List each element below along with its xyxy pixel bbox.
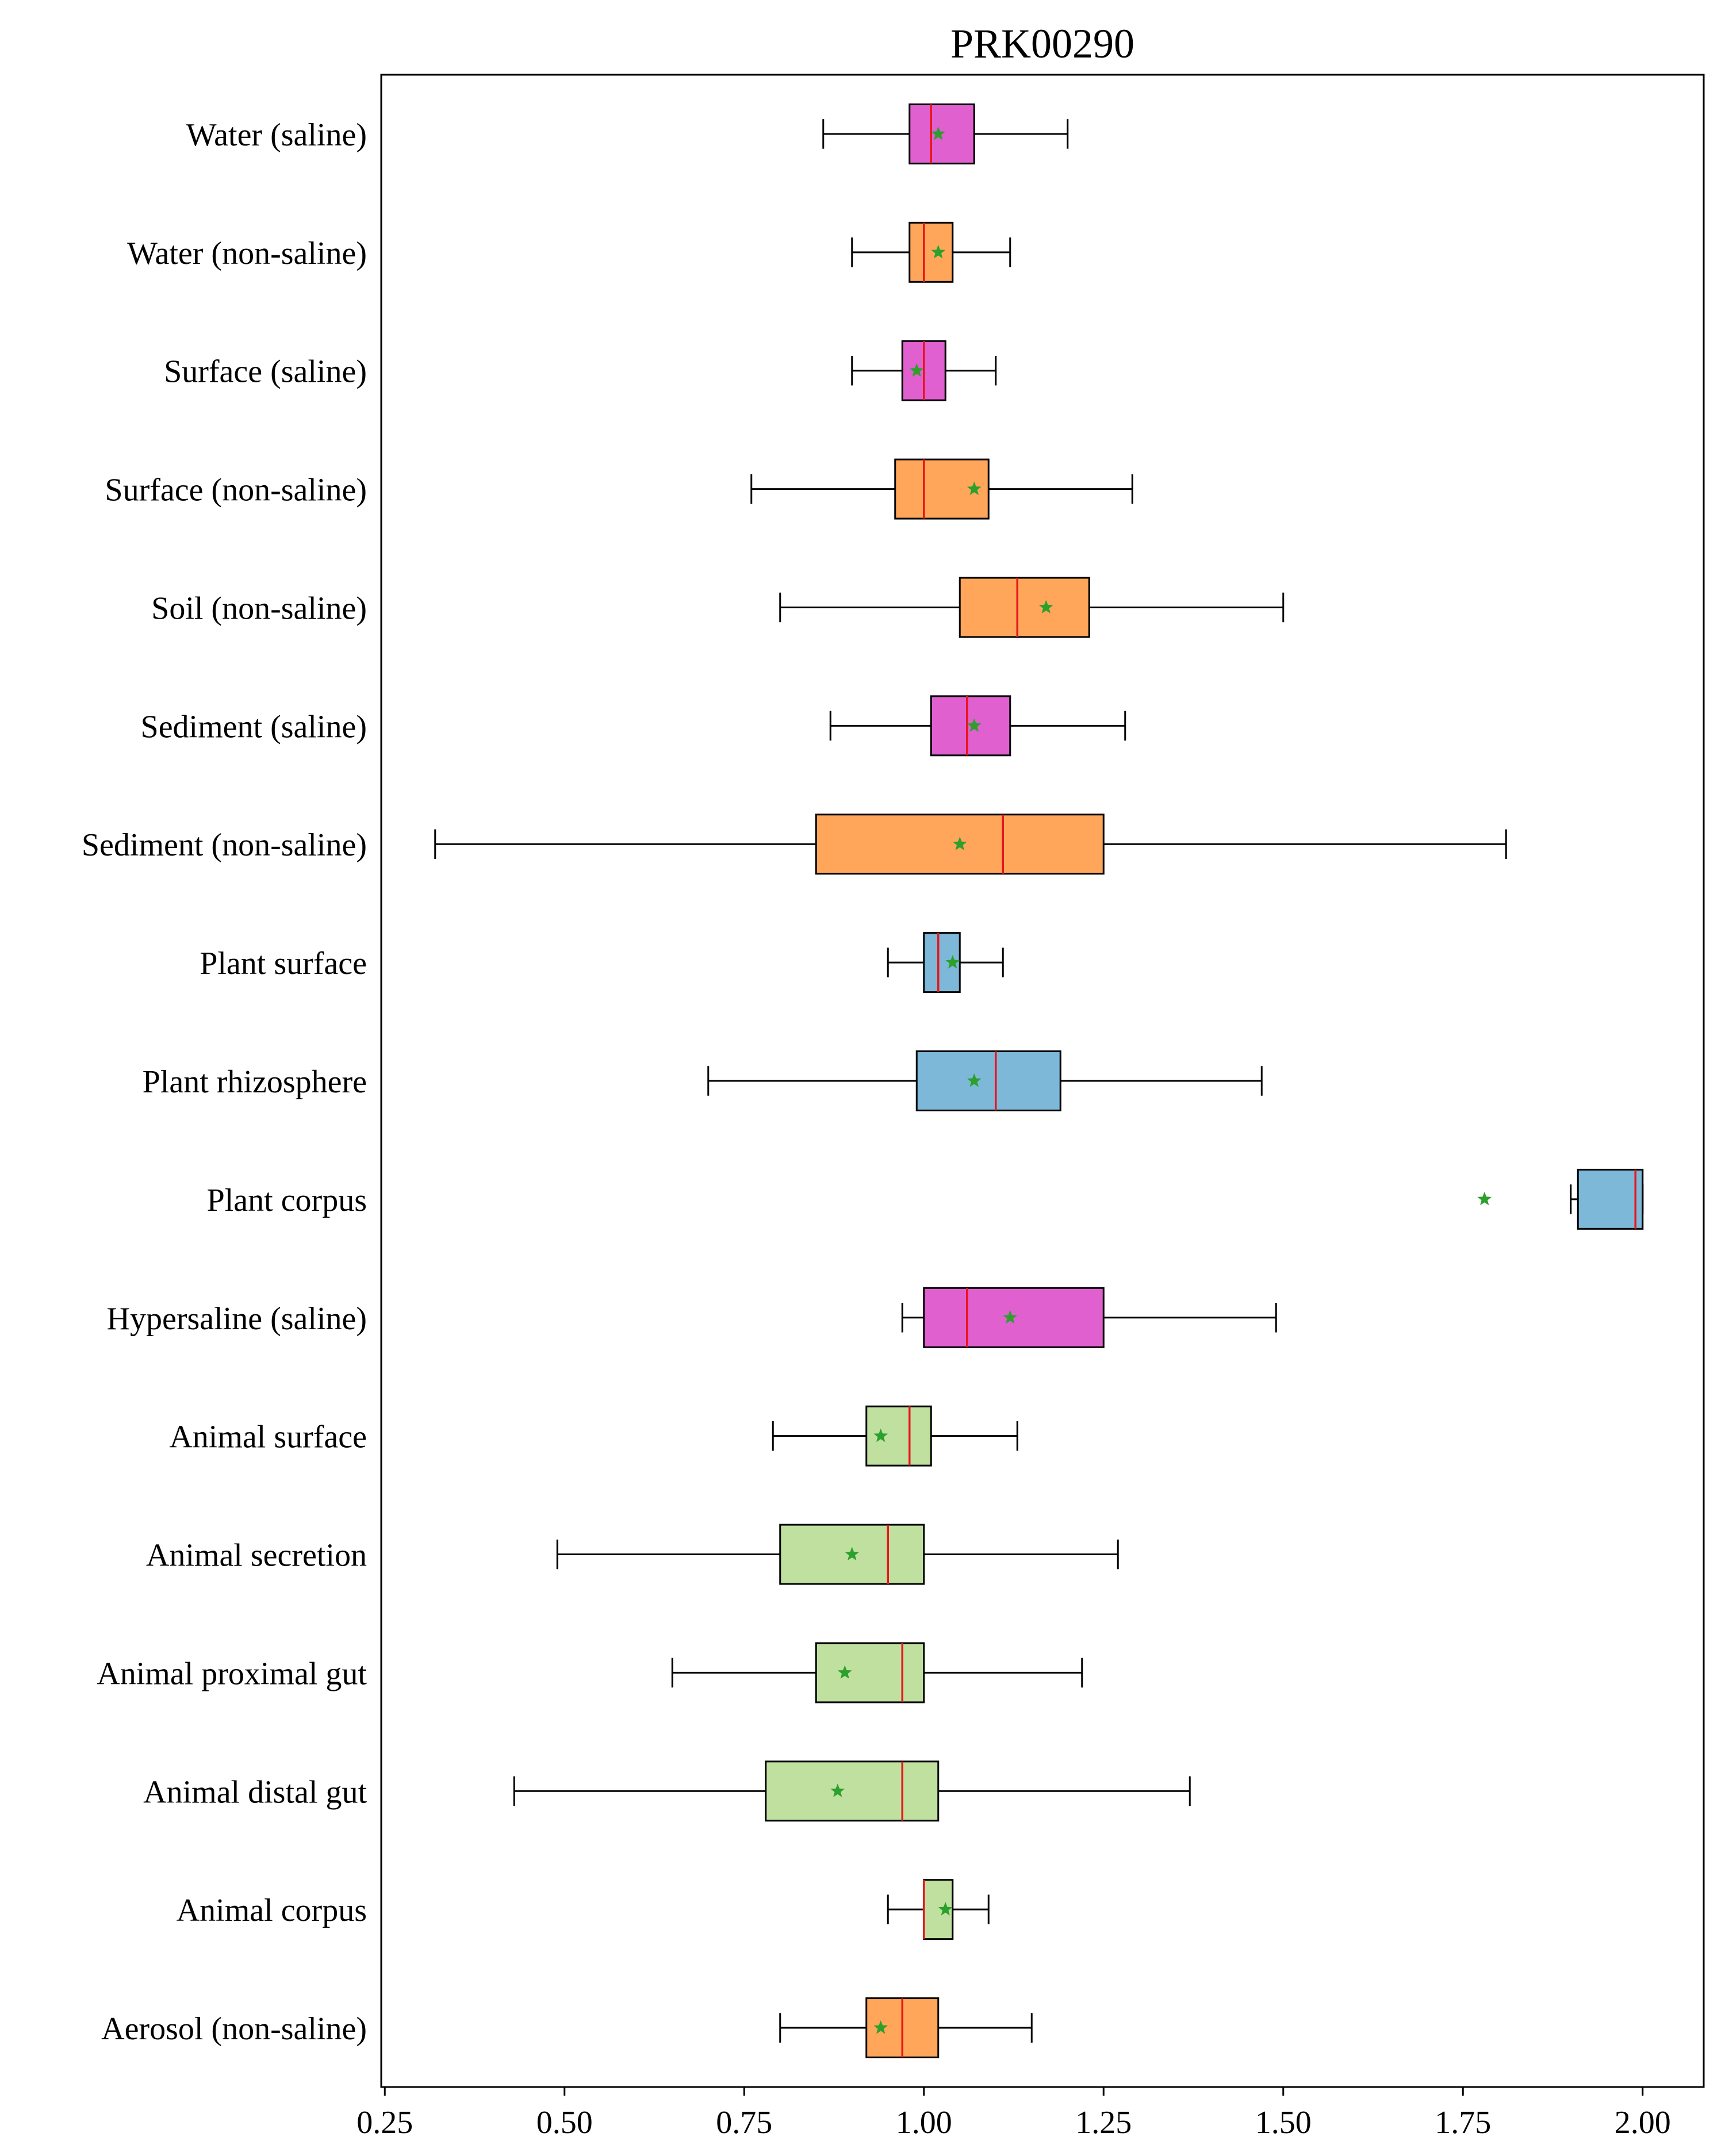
category-label: Animal secretion bbox=[146, 1538, 367, 1574]
mean-marker bbox=[945, 955, 960, 969]
mean-marker bbox=[938, 1902, 953, 1916]
iqr-box bbox=[779, 1524, 925, 1585]
box-16 bbox=[779, 1997, 1033, 2059]
category-label: Hypersaline (saline) bbox=[107, 1301, 367, 1337]
mean-marker bbox=[830, 1783, 845, 1797]
mean-marker bbox=[837, 1665, 852, 1679]
iqr-box bbox=[865, 1405, 932, 1467]
mean-marker bbox=[952, 837, 967, 850]
mean-marker bbox=[1477, 1191, 1492, 1206]
category-label: Soil (non-saline) bbox=[151, 590, 367, 626]
box-5 bbox=[829, 695, 1126, 757]
category-label: Surface (saline) bbox=[164, 354, 367, 390]
box-6 bbox=[434, 814, 1507, 875]
box-14 bbox=[513, 1760, 1191, 1822]
category-label: Plant corpus bbox=[207, 1183, 367, 1218]
x-tick-label: 0.75 bbox=[716, 2105, 772, 2140]
box-2 bbox=[851, 340, 997, 401]
category-label: Sediment (non-saline) bbox=[82, 827, 367, 863]
chart-title: PRK00290 bbox=[950, 21, 1134, 67]
box-3 bbox=[750, 458, 1133, 520]
iqr-box bbox=[959, 577, 1090, 638]
x-tick-label: 1.75 bbox=[1435, 2105, 1491, 2140]
x-tick-label: 2.00 bbox=[1615, 2105, 1671, 2140]
box-15 bbox=[887, 1879, 990, 1940]
category-label: Animal surface bbox=[169, 1420, 367, 1455]
category-label: Water (non-saline) bbox=[127, 236, 367, 271]
plot-frame bbox=[380, 74, 1705, 2088]
mean-marker bbox=[909, 363, 924, 377]
box-8 bbox=[707, 1050, 1263, 1111]
iqr-box bbox=[915, 1050, 1061, 1111]
x-tick-label: 1.25 bbox=[1075, 2105, 1132, 2140]
mean-marker bbox=[967, 718, 982, 732]
box-7 bbox=[887, 932, 1004, 993]
box-9 bbox=[1477, 1168, 1644, 1230]
mean-marker bbox=[1003, 1310, 1018, 1324]
box-11 bbox=[772, 1405, 1018, 1467]
iqr-box bbox=[815, 1642, 925, 1704]
box-4 bbox=[779, 577, 1285, 638]
mean-marker bbox=[1038, 600, 1053, 613]
y-tick-labels: Water (saline) Water (non-saline) Surface … bbox=[82, 117, 367, 2047]
box-group bbox=[434, 103, 1644, 2059]
x-tick-label: 0.25 bbox=[356, 2105, 413, 2140]
mean-marker bbox=[967, 1073, 982, 1087]
category-label: Plant surface bbox=[200, 946, 367, 981]
x-axis: 0.25 0.50 0.75 1.00 1.25 1.50 1.75 2.00 bbox=[356, 2087, 1671, 2140]
category-label: Animal corpus bbox=[177, 1893, 367, 1928]
category-label: Plant rhizosphere bbox=[143, 1064, 367, 1100]
x-tick-label: 1.50 bbox=[1255, 2105, 1312, 2140]
x-tick-label: 1.00 bbox=[896, 2105, 952, 2140]
iqr-box bbox=[1577, 1168, 1644, 1230]
iqr-box bbox=[908, 221, 954, 283]
x-tick-label: 0.50 bbox=[536, 2105, 593, 2140]
box-10 bbox=[901, 1287, 1277, 1348]
category-label: Animal proximal gut bbox=[97, 1656, 367, 1691]
category-label: Animal distal gut bbox=[143, 1774, 367, 1810]
box-12 bbox=[556, 1524, 1119, 1585]
mean-marker bbox=[845, 1547, 860, 1561]
category-label: Surface (non-saline) bbox=[105, 473, 367, 508]
box-0 bbox=[822, 103, 1069, 164]
category-label: Aerosol (non-saline) bbox=[101, 2011, 367, 2047]
category-label: Sediment (saline) bbox=[141, 709, 367, 745]
mean-marker bbox=[931, 244, 946, 259]
mean-marker bbox=[967, 481, 982, 496]
mean-marker bbox=[931, 126, 946, 140]
mean-marker bbox=[873, 1428, 888, 1443]
box-13 bbox=[671, 1642, 1083, 1704]
iqr-box bbox=[765, 1760, 940, 1822]
box-1 bbox=[851, 221, 1011, 283]
category-label: Water (saline) bbox=[186, 117, 367, 153]
mean-marker bbox=[873, 2020, 888, 2034]
